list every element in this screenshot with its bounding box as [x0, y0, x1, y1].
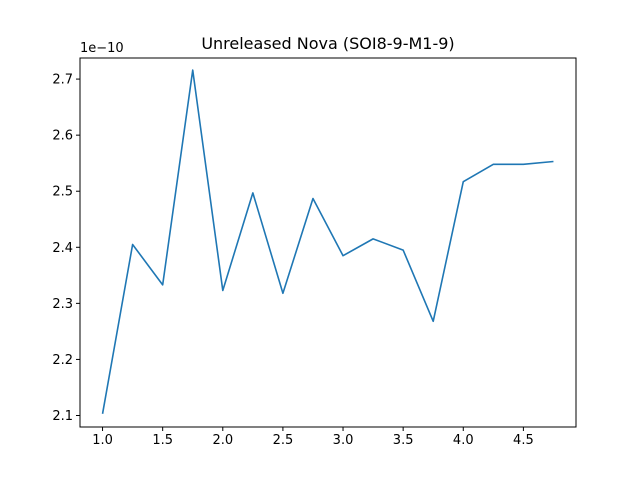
y-tick-label: 2.6 [52, 129, 73, 144]
y-tick-label: 2.7 [52, 73, 73, 88]
y-tick-label: 2.3 [52, 297, 73, 312]
chart-title: Unreleased Nova (SOI8-9-M1-9) [201, 34, 454, 53]
x-tick-label: 4.5 [513, 433, 534, 448]
y-axis-ticks: 2.1 2.2 2.3 2.4 2.5 2.6 2.7 [52, 73, 80, 424]
y-offset-label: 1e−10 [80, 41, 124, 56]
x-axis-ticks: 1.0 1.5 2.0 2.5 3.0 3.5 4.0 4.5 [92, 427, 534, 448]
x-tick-label: 3.0 [333, 433, 354, 448]
x-tick-label: 1.5 [152, 433, 173, 448]
y-tick-label: 2.5 [52, 185, 73, 200]
y-tick-label: 2.2 [52, 353, 73, 368]
x-tick-label: 2.5 [273, 433, 294, 448]
y-tick-label: 2.4 [52, 241, 73, 256]
plot-area-frame [79, 57, 577, 428]
series-line [101, 69, 554, 414]
x-tick-label: 1.0 [92, 433, 113, 448]
y-tick-label: 2.1 [52, 409, 73, 424]
x-tick-label: 2.0 [212, 433, 233, 448]
x-tick-label: 4.0 [453, 433, 474, 448]
x-tick-label: 3.5 [393, 433, 414, 448]
series-layer [101, 69, 554, 414]
